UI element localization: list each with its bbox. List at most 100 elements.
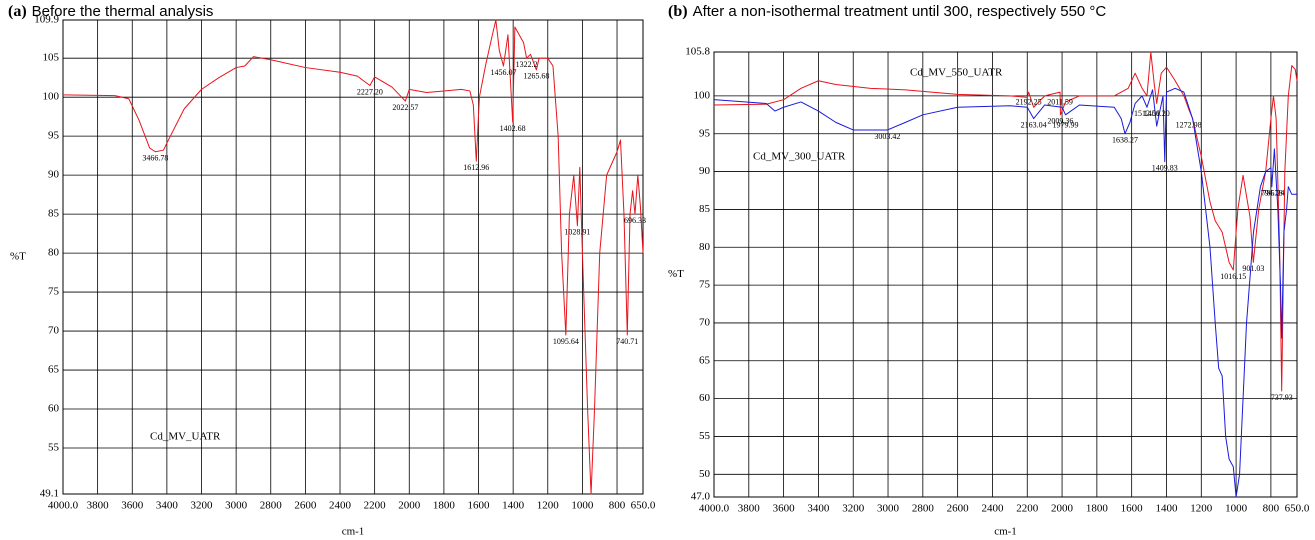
x-tick-label: 2800	[912, 503, 935, 515]
x-tick-label: 2600	[294, 500, 317, 512]
y-tick-label: 55	[48, 442, 60, 454]
y-tick-label: 100	[43, 91, 60, 103]
chart-title: (b) After a non-isothermal treatment unti…	[668, 3, 1106, 20]
x-tick-label: 2000	[1051, 503, 1074, 515]
x-axis-label: cm-1	[342, 526, 365, 538]
peak-label: 2011.59	[1047, 98, 1073, 107]
peak-label: 737.93	[1271, 393, 1293, 402]
x-tick-label: 1400	[502, 500, 525, 512]
y-tick-label: 75	[699, 279, 711, 291]
x-tick-label: 2200	[1016, 503, 1039, 515]
x-tick-label: 1000	[571, 500, 594, 512]
x-tick-label: 3400	[807, 503, 830, 515]
x-tick-label: 2400	[981, 503, 1004, 515]
peak-label: 696.33	[624, 216, 646, 225]
panel-label: (a)	[8, 3, 27, 20]
y-tick-label: 85	[48, 208, 60, 220]
peak-label: 1456.20	[1144, 109, 1170, 118]
peak-label: 1512.01	[1134, 109, 1160, 118]
x-tick-label: 650.0	[631, 500, 656, 512]
x-tick-label: 800	[1263, 503, 1280, 515]
x-tick-label: 1800	[1086, 503, 1109, 515]
y-axis-label: %T	[668, 268, 684, 280]
x-tick-label: 1600	[468, 500, 491, 512]
y-tick-label: 49.1	[40, 488, 59, 500]
plot-frame	[713, 51, 1298, 498]
y-tick-label: 85	[699, 203, 711, 215]
peak-label: 740.71	[616, 337, 638, 346]
y-tick-label: 80	[48, 247, 60, 259]
x-tick-label: 2400	[329, 500, 352, 512]
peak-label: 2009.36	[1047, 117, 1073, 126]
plot-frame	[62, 19, 644, 495]
panel-label: (b)	[668, 3, 688, 20]
x-tick-label: 2600	[947, 503, 970, 515]
peak-label: 1028.91	[564, 228, 590, 237]
y-tick-label: 75	[48, 286, 60, 298]
x-tick-label: 3400	[156, 500, 179, 512]
peak-label: 1095.64	[553, 337, 579, 346]
y-tick-label: 100	[694, 89, 711, 101]
peak-label: 1979.99	[1053, 120, 1079, 129]
y-tick-label: 47.0	[691, 491, 711, 503]
y-tick-label: 70	[699, 316, 711, 328]
peak-label: 2227.20	[357, 87, 383, 96]
peak-label: 785.24	[1262, 189, 1284, 198]
x-axis-label: cm-1	[994, 526, 1017, 538]
y-tick-label: 95	[699, 127, 711, 139]
chart-title: (a) Before the thermal analysis	[8, 3, 213, 20]
x-tick-label: 1000	[1225, 503, 1248, 515]
peak-label: 1402.68	[500, 124, 526, 133]
x-tick-label: 800	[609, 500, 626, 512]
x-tick-label: 3800	[738, 503, 761, 515]
y-tick-label: 50	[699, 468, 711, 480]
peak-label: 1272.98	[1176, 120, 1202, 129]
peak-label: 2022.57	[392, 103, 418, 112]
peak-label: 2163.04	[1021, 120, 1047, 129]
title-text: After a non-isothermal treatment until 3…	[693, 3, 1107, 20]
y-tick-label: 90	[48, 169, 60, 181]
x-tick-label: 2800	[260, 500, 283, 512]
y-tick-label: 65	[48, 364, 60, 376]
y-tick-label: 109.9	[34, 14, 59, 26]
spectrum-line	[62, 19, 644, 495]
peak-label: 1409.83	[1152, 164, 1178, 173]
y-tick-label: 105.8	[685, 46, 710, 58]
x-tick-label: 3600	[773, 503, 796, 515]
legend-label: Cd_MV_300_UATR	[753, 151, 846, 163]
legend-label: Cd_MV_550_UATR	[910, 67, 1003, 79]
peak-label: 901.03	[1242, 264, 1264, 273]
x-tick-label: 1200	[1190, 503, 1213, 515]
x-tick-label: 1400	[1155, 503, 1178, 515]
y-tick-label: 70	[48, 325, 60, 337]
peak-label: 3003.42	[874, 132, 900, 141]
y-tick-label: 90	[699, 165, 711, 177]
y-axis-label: %T	[10, 251, 26, 263]
y-tick-label: 95	[48, 130, 60, 142]
x-tick-label: 650.0	[1285, 503, 1310, 515]
x-tick-label: 4000.0	[48, 500, 79, 512]
x-tick-label: 4000.0	[699, 503, 730, 515]
x-tick-label: 3200	[191, 500, 214, 512]
y-tick-label: 55	[699, 430, 711, 442]
peak-label: 1612.96	[463, 163, 489, 172]
title-text: Before the thermal analysis	[32, 3, 214, 20]
x-tick-label: 3200	[842, 503, 865, 515]
peak-label: 1322.2	[516, 60, 538, 69]
legend-label: Cd_MV_UATR	[150, 431, 221, 443]
y-tick-label: 105	[43, 52, 60, 64]
peak-label: 2192.25	[1016, 98, 1042, 107]
y-tick-label: 65	[699, 354, 711, 366]
peak-label: 794.78	[1261, 189, 1283, 198]
peak-label: 1265.68	[523, 72, 549, 81]
y-tick-label: 60	[699, 392, 711, 404]
peak-label: 1638.27	[1112, 136, 1138, 145]
x-tick-label: 1600	[1121, 503, 1144, 515]
y-tick-label: 80	[699, 241, 711, 253]
y-tick-label: 60	[48, 403, 60, 415]
x-tick-label: 3800	[87, 500, 110, 512]
spectrum-line	[713, 87, 1297, 498]
spectrum-line	[713, 51, 1298, 392]
x-tick-label: 3600	[121, 500, 144, 512]
